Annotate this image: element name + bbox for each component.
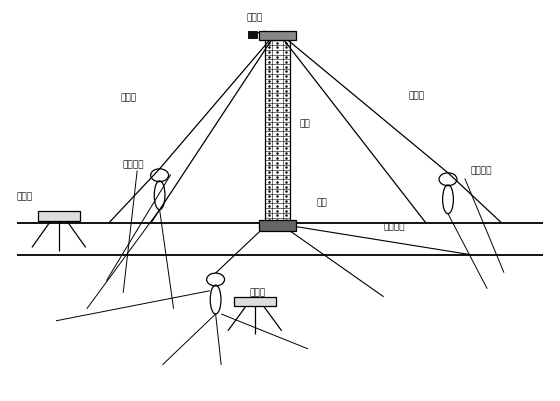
Text: 防坠器: 防坠器: [246, 14, 263, 22]
Text: 经纬仪: 经纬仪: [249, 288, 265, 297]
Polygon shape: [248, 31, 257, 38]
Text: 备用轴线: 备用轴线: [384, 222, 405, 231]
Text: 缆风绳: 缆风绳: [120, 94, 137, 103]
Polygon shape: [234, 297, 276, 306]
Text: 轴线: 轴线: [316, 198, 327, 207]
Text: 手动葫芦: 手动葫芦: [122, 160, 143, 169]
Text: 经纬仪: 经纬仪: [17, 192, 33, 201]
Polygon shape: [38, 211, 80, 221]
Polygon shape: [259, 220, 296, 231]
Text: 爬梯: 爬梯: [300, 120, 310, 129]
Text: 手动葫芦: 手动葫芦: [470, 166, 492, 175]
Text: 缆风绳: 缆风绳: [409, 92, 425, 101]
Polygon shape: [259, 31, 296, 40]
